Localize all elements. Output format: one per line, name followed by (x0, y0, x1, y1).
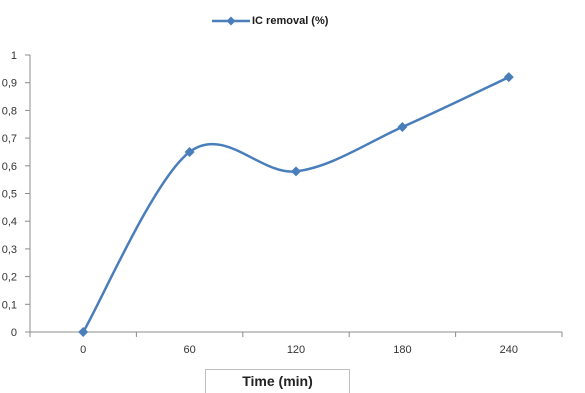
legend: IC removal (%) (212, 15, 328, 27)
data-point-marker (291, 166, 301, 177)
data-point-marker (503, 72, 514, 83)
y-tick-label: 0,9 (2, 78, 17, 90)
y-tick-label: 1 (11, 50, 17, 62)
data-point-marker (184, 146, 195, 157)
y-tick-label: 0,8 (2, 105, 17, 117)
axes (25, 54, 563, 337)
y-tick-label: 0,4 (2, 216, 17, 228)
x-tick-label: 240 (500, 344, 518, 356)
y-tick-label: 0,1 (2, 299, 17, 311)
x-tick-label: 0 (80, 344, 86, 356)
series-layer (78, 72, 514, 337)
y-tick-label: 0,3 (2, 244, 17, 256)
x-tick-labels: 0 60 120 180 240 (80, 344, 518, 356)
y-tick-label: 0,5 (2, 189, 17, 201)
x-tick-label: 120 (287, 344, 305, 356)
x-axis-title: Time (min) (205, 369, 350, 393)
x-tick-label: 60 (183, 344, 195, 356)
y-tick-label: 0 (11, 327, 17, 339)
y-tick-labels: 0 0,1 0,2 0,3 0,4 0,5 0,6 0,7 0,8 0,9 1 (2, 50, 17, 339)
y-tick-label: 0,2 (2, 272, 17, 284)
y-tick-label: 0,7 (2, 133, 17, 145)
data-point-marker (78, 327, 89, 337)
y-tick-label: 0,6 (2, 161, 17, 173)
x-tick-label: 180 (393, 344, 411, 356)
legend-line-marker-icon (212, 16, 250, 26)
series-line (82, 76, 510, 333)
data-point-marker (397, 122, 408, 133)
legend-label: IC removal (%) (252, 15, 329, 27)
